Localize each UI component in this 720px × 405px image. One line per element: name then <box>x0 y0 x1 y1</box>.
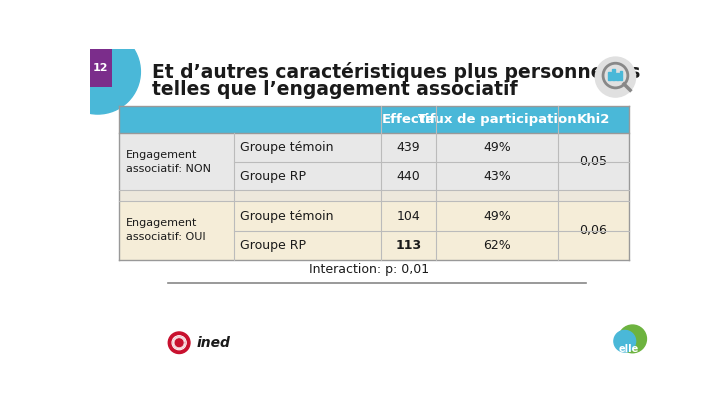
Bar <box>620 71 622 80</box>
Text: Effectif: Effectif <box>382 113 436 126</box>
Bar <box>120 201 629 231</box>
Text: 49%: 49% <box>483 209 510 223</box>
Text: Et d’autres caractéristiques plus personnelles: Et d’autres caractéristiques plus person… <box>152 62 640 82</box>
Circle shape <box>55 29 140 114</box>
Bar <box>120 231 629 260</box>
Text: Taux de participation: Taux de participation <box>418 113 576 126</box>
Text: 104: 104 <box>397 209 420 223</box>
Text: Groupe témoin: Groupe témoin <box>240 141 334 154</box>
Text: Groupe témoin: Groupe témoin <box>240 209 334 223</box>
Text: Engagement
associatif: NON: Engagement associatif: NON <box>126 150 211 174</box>
Bar <box>608 72 611 80</box>
Circle shape <box>614 330 636 352</box>
Bar <box>120 133 629 162</box>
Text: 440: 440 <box>397 170 420 183</box>
Text: 0,05: 0,05 <box>580 155 608 168</box>
Text: telles que l’engagement associatif: telles que l’engagement associatif <box>152 80 518 99</box>
Text: 49%: 49% <box>483 141 510 154</box>
Text: ined: ined <box>196 336 230 350</box>
Circle shape <box>175 339 183 347</box>
Text: 113: 113 <box>395 239 422 252</box>
Text: 62%: 62% <box>483 239 510 252</box>
Circle shape <box>172 336 186 350</box>
Bar <box>120 107 629 133</box>
Text: Khi2: Khi2 <box>577 113 610 126</box>
Text: 43%: 43% <box>483 170 510 183</box>
Bar <box>612 69 615 80</box>
FancyBboxPatch shape <box>90 49 112 87</box>
Text: elle: elle <box>618 344 639 354</box>
Bar <box>120 190 629 201</box>
Text: Engagement
associatif: OUI: Engagement associatif: OUI <box>126 218 205 242</box>
Text: 0,06: 0,06 <box>580 224 607 237</box>
Circle shape <box>168 332 190 354</box>
Circle shape <box>618 325 647 353</box>
Text: Groupe RP: Groupe RP <box>240 170 306 183</box>
Text: Groupe RP: Groupe RP <box>240 239 306 252</box>
Text: Interaction: p: 0,01: Interaction: p: 0,01 <box>309 263 429 276</box>
Circle shape <box>595 57 636 97</box>
Text: 12: 12 <box>93 63 109 73</box>
Bar <box>120 162 629 190</box>
Bar <box>616 73 618 80</box>
Text: 439: 439 <box>397 141 420 154</box>
